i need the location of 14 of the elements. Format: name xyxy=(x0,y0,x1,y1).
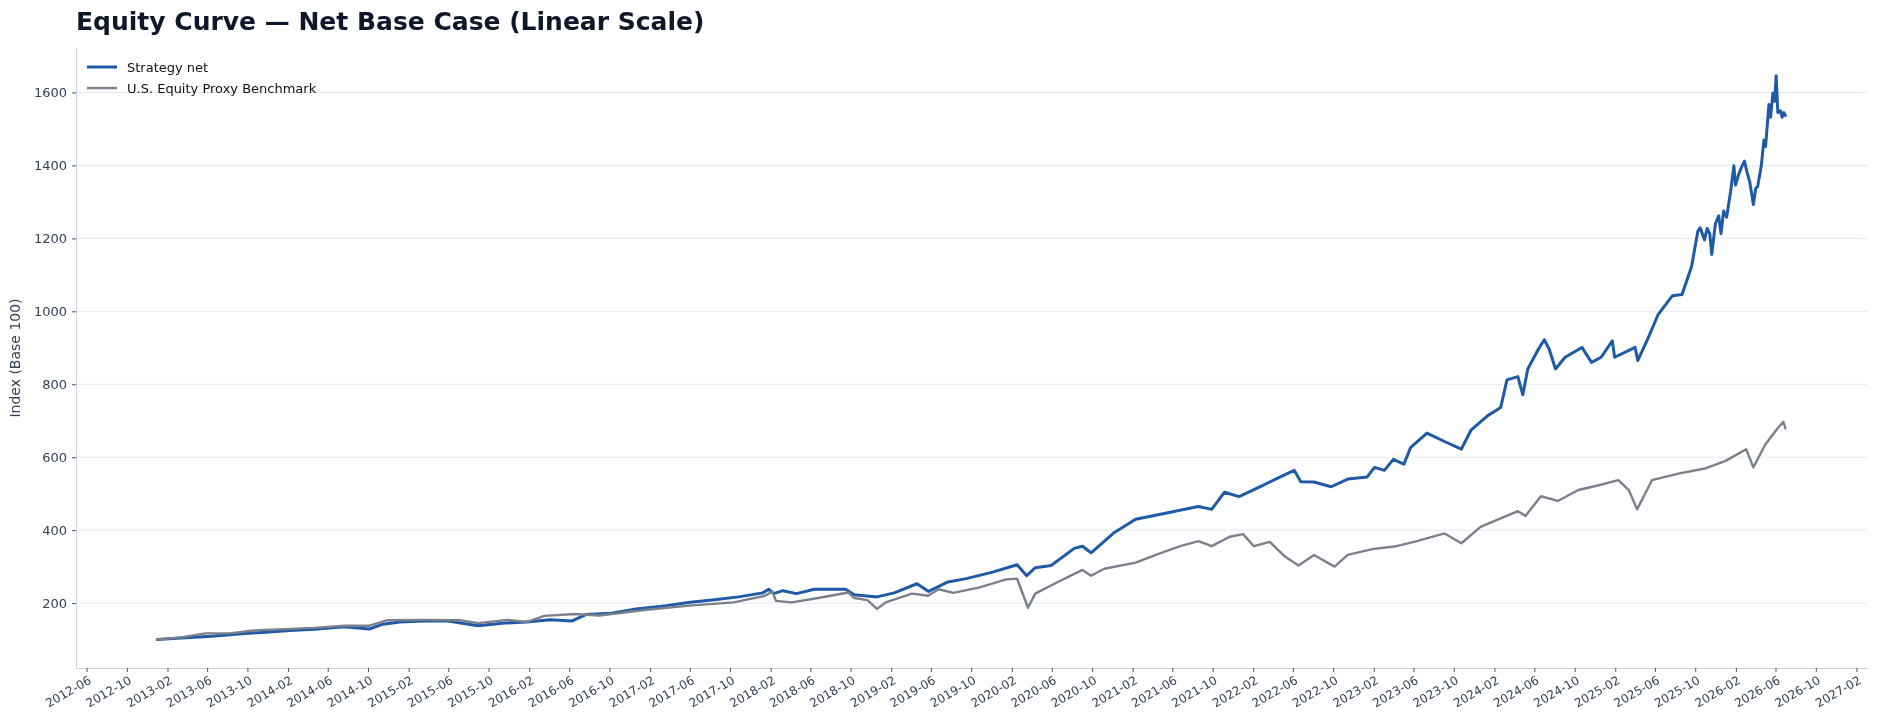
line-series xyxy=(156,420,1787,641)
legend-label: Strategy net xyxy=(127,59,209,75)
y-tick-label: 400 xyxy=(42,522,67,538)
y-tick-label: 600 xyxy=(42,449,67,465)
y-tick-label: 200 xyxy=(42,595,67,611)
y-tick-label: 1600 xyxy=(33,85,67,101)
y-tick-label: 1000 xyxy=(33,303,67,319)
legend-label: U.S. Equity Proxy Benchmark xyxy=(127,80,317,96)
chart-title: Equity Curve — Net Base Case (Linear Scale) xyxy=(76,7,705,36)
y-tick-label: 1200 xyxy=(33,231,67,247)
y-axis-title: Index (Base 100) xyxy=(7,298,23,418)
y-tick-label: 1400 xyxy=(33,158,67,174)
line-series xyxy=(155,74,1787,642)
y-tick-label: 800 xyxy=(42,376,67,392)
